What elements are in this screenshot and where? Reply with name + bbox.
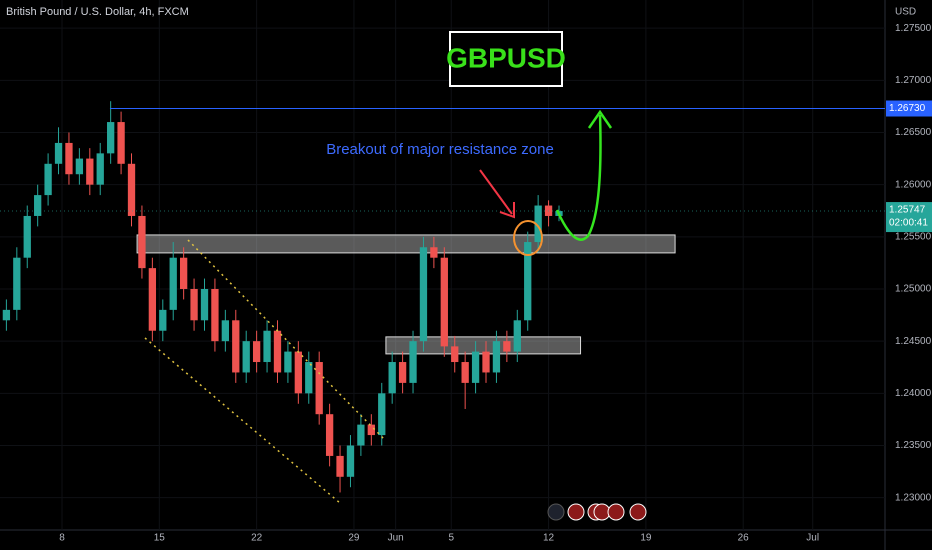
symbol-label: GBPUSD [446,42,566,73]
candle-body [398,362,407,383]
candle-body [190,288,198,321]
candle-body [54,142,63,164]
y-tick-label: 1.26000 [895,179,932,190]
candle-body [430,247,438,258]
candle-body [179,257,188,289]
candle-body [492,341,501,373]
candle-body [200,288,209,321]
candle-body [524,242,532,321]
candle-body [325,414,334,456]
y-tick-label: 1.27500 [895,23,932,34]
zone [136,234,676,254]
countdown: 02:00:41 [889,218,928,229]
candle-body [471,351,480,383]
icon [547,503,565,521]
symbol-box [449,31,563,87]
candle-body [284,351,292,373]
green-arrow [555,114,602,241]
candle-body [13,257,21,310]
channel-lower [144,337,341,504]
x-tick-label: 19 [640,533,652,544]
price-line-label: 1.26730 [889,103,926,114]
candle-body [461,362,469,383]
x-tick-label: Jul [806,533,819,544]
x-tick-label: 15 [154,533,166,544]
candle-body [148,268,157,331]
x-tick-label: Jun [388,533,404,544]
chart-title: British Pound / U.S. Dollar, 4h, FXCM [6,6,189,18]
candle-body [65,142,73,175]
candle-body [117,122,125,164]
candle-body [138,215,146,269]
candle-body [169,257,177,310]
candle-body [232,320,240,373]
candle-body [34,195,42,216]
candle-body [96,153,104,185]
candle-body [23,215,31,258]
y-tick-label: 1.24000 [895,388,932,399]
candle-body [419,247,428,342]
candle-body [294,351,302,394]
highlight-circle [513,220,543,256]
candle-body [273,330,282,373]
last-price-tag [886,202,932,233]
x-tick-label: 5 [448,533,454,544]
icon [629,503,647,521]
y-tick-label: 1.23000 [895,492,932,503]
x-tick-label: 29 [348,533,360,544]
candle-body [107,122,115,154]
candle-body [440,257,448,347]
candle-body [211,288,219,342]
candle-body [315,362,323,415]
x-tick-label: 22 [251,533,263,544]
x-tick-label: 8 [59,533,65,544]
candle-body [75,158,84,175]
candle-body [44,163,52,196]
y-tick-label: 1.24500 [895,336,932,347]
y-tick-label: 1.27000 [895,75,932,86]
x-tick-label: 12 [543,533,555,544]
candle-body [221,320,230,342]
candle-body [513,320,521,352]
candle-body [263,330,271,363]
currency-label: USD [895,7,916,18]
candle-body [388,362,396,394]
red-arrowhead [499,202,515,219]
candle-body [503,341,511,352]
candle-body [534,205,542,243]
candle-body [336,455,344,477]
candle-body [127,163,136,216]
candle-body [159,309,167,331]
marks [0,0,885,530]
candle-body [367,424,375,436]
y-tick-label: 1.25500 [895,231,932,242]
y-tick-label: 1.26500 [895,127,932,138]
candle-body [451,346,459,363]
x-tick-label: 26 [738,533,750,544]
candle-body [378,393,386,436]
candle-body [252,341,261,363]
icon [607,503,625,521]
candle-body [86,158,94,185]
event-icons [547,503,647,521]
candle-body [242,341,250,373]
candle-body [357,424,365,446]
last-price-label: 1.25747 [889,205,926,216]
candle-body [2,309,11,321]
annotation: Breakout of major resistance zone [326,141,554,158]
green-arrowhead [587,109,613,129]
y-tick-label: 1.23500 [895,440,932,451]
candle-body [346,445,355,477]
y-tick-label: 1.25000 [895,284,932,295]
price-line-tag [886,100,932,117]
candle-body [409,341,417,383]
candle-body [305,362,313,394]
red-arrow [479,169,513,215]
candle-body [482,351,490,373]
icon [567,503,585,521]
